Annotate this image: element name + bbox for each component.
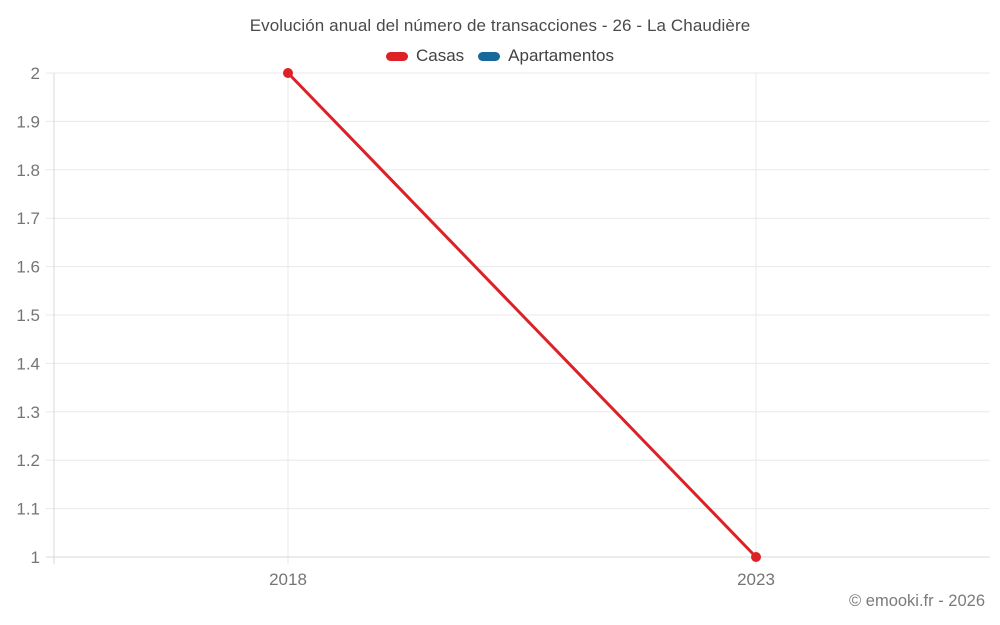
legend-item-label: Casas [415, 46, 465, 65]
y-tick-label: 1.7 [16, 209, 40, 228]
chart-title: Evolución anual del número de transaccio… [249, 16, 751, 35]
y-tick-label: 1.6 [16, 258, 40, 277]
legend-item-label: Apartamentos [508, 46, 615, 65]
apartamentos-series-swatch-icon [478, 51, 501, 61]
data-point-casas[interactable] [751, 552, 761, 562]
chart-legend: Casas Apartamentos [0, 46, 1000, 66]
y-tick-label: 1.9 [16, 112, 40, 131]
y-tick-label: 1 [31, 548, 40, 567]
series-line-casas [286, 71, 758, 559]
y-tick-label: 1.3 [16, 403, 40, 422]
x-tick-label: 2023 [737, 570, 775, 589]
x-tick-label: 2018 [269, 570, 307, 589]
casas-series-swatch-icon [385, 51, 408, 61]
y-tick-label: 1.1 [16, 500, 40, 519]
y-tick-label: 1.4 [16, 354, 40, 373]
copyright-text: © emooki.fr - 2026 [849, 592, 985, 610]
y-tick-label: 1.8 [16, 161, 40, 180]
legend-item-apartamentos[interactable]: Apartamentos [478, 46, 614, 66]
data-point-casas[interactable] [283, 68, 293, 78]
y-tick-label: 2 [31, 64, 40, 83]
y-tick-label: 1.5 [16, 306, 40, 325]
y-tick-label: 1.2 [16, 451, 40, 470]
legend-item-casas[interactable]: Casas [385, 46, 465, 66]
